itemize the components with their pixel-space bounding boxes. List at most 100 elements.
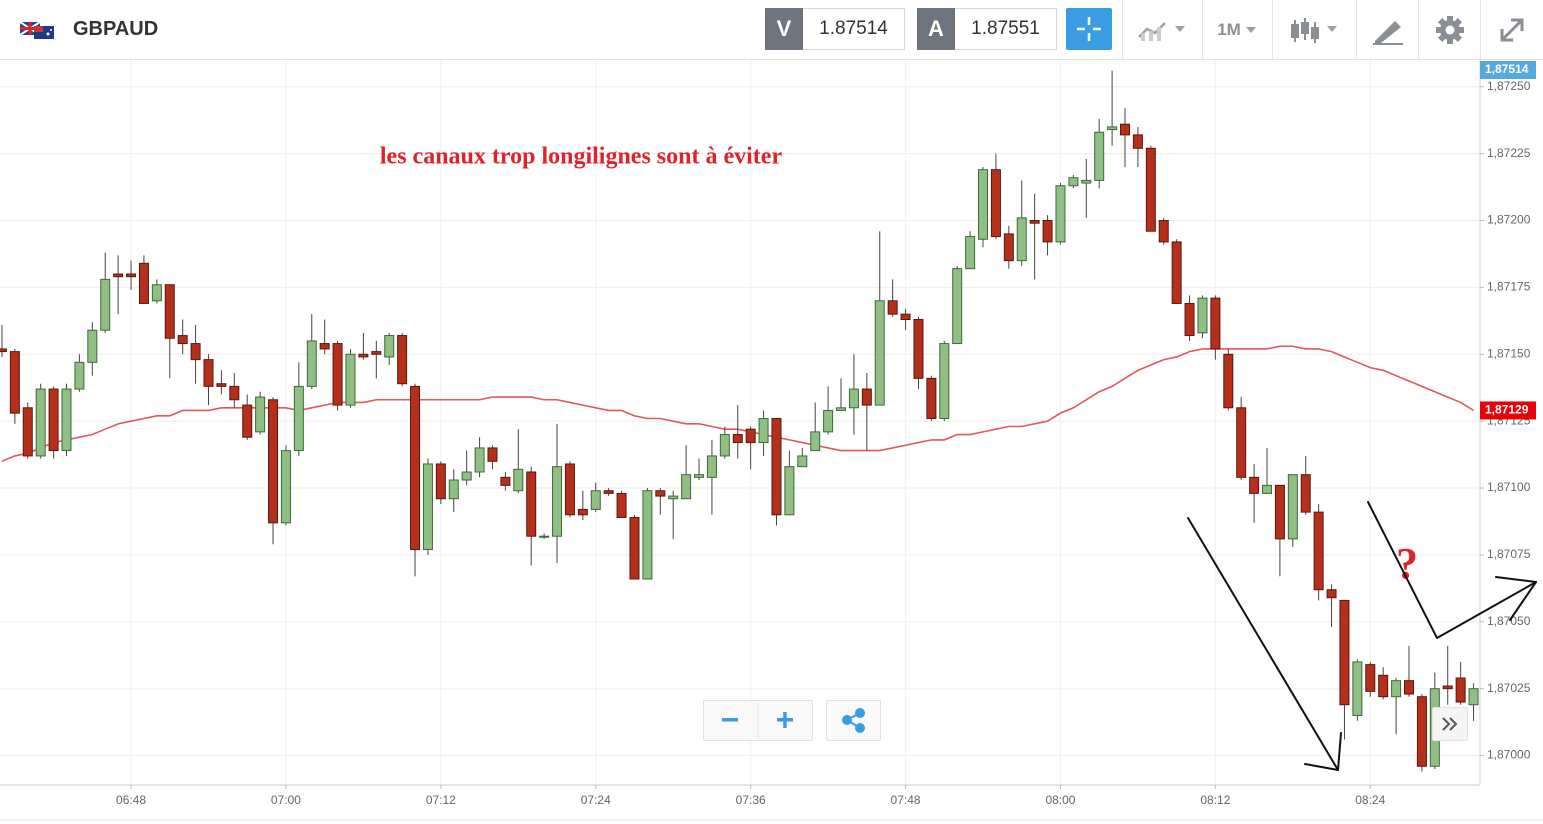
- candle-body: [1404, 680, 1415, 695]
- zoom-in-button[interactable]: [777, 712, 793, 728]
- candle-body: [655, 490, 666, 497]
- arrow-line: [1187, 517, 1339, 771]
- y-tick-label: 1,87225: [1487, 146, 1531, 160]
- last-price-label: 1,87514: [1485, 62, 1529, 76]
- candle-body: [177, 335, 188, 345]
- candle-body: [1145, 147, 1156, 232]
- hand-drawn-arrow: [1187, 517, 1342, 771]
- double-chevron-icon: [1442, 717, 1458, 731]
- candle-body: [1003, 233, 1014, 262]
- candle-body: [1197, 297, 1208, 334]
- candle-body: [74, 361, 85, 390]
- candle-body: [552, 466, 563, 537]
- fullscreen-button[interactable]: [1480, 0, 1543, 59]
- candle-body: [784, 466, 795, 516]
- crosshair-icon: [1077, 17, 1101, 41]
- timeframe-button[interactable]: 1M: [1202, 0, 1272, 59]
- candle-body: [1107, 126, 1118, 131]
- candle-body: [1416, 696, 1427, 767]
- candle-body: [1287, 474, 1298, 540]
- share-button[interactable]: [826, 700, 881, 741]
- gear-icon: [1435, 15, 1464, 44]
- candle-body: [242, 404, 253, 438]
- candle-body: [1326, 589, 1337, 599]
- candle-body: [1068, 177, 1079, 187]
- candle-body: [823, 409, 834, 433]
- candle-body: [1339, 599, 1350, 706]
- candle-body: [913, 319, 924, 379]
- candle-body: [952, 268, 963, 345]
- bid-price[interactable]: 1.87514: [803, 8, 905, 50]
- candle-body: [965, 236, 976, 270]
- candle-body: [1132, 134, 1143, 149]
- candle-body: [280, 450, 291, 524]
- settings-button[interactable]: [1418, 0, 1480, 59]
- candle-type-button[interactable]: [1272, 0, 1356, 59]
- candle-body: [61, 388, 72, 452]
- candle-body: [190, 343, 201, 361]
- candle-body: [745, 428, 756, 444]
- candle-body: [1262, 484, 1273, 494]
- flag-icon: [20, 21, 54, 39]
- candle-body: [164, 284, 175, 339]
- candle-body: [1094, 131, 1105, 181]
- crosshair-button[interactable]: [1066, 8, 1112, 50]
- candle-body: [500, 476, 511, 486]
- candle-body: [397, 335, 408, 385]
- candle-body: [706, 455, 717, 478]
- candle-body: [668, 495, 679, 500]
- candle-body: [1300, 474, 1311, 513]
- candle-body: [410, 385, 421, 551]
- zoom-out-button[interactable]: [722, 718, 738, 722]
- candle-body: [900, 313, 911, 321]
- candle-body: [151, 284, 162, 302]
- candle-body: [694, 474, 705, 478]
- candle-body: [100, 278, 111, 331]
- candle-body: [9, 351, 20, 414]
- label-layer: 1,87129 1,87514: [1480, 61, 1536, 420]
- candle-body: [1442, 685, 1453, 690]
- arrow-head: [1495, 576, 1537, 621]
- candle-icon: [1290, 17, 1337, 43]
- candle-body: [306, 340, 317, 387]
- candle-body: [836, 407, 847, 411]
- candle-body: [345, 353, 356, 406]
- candle-body: [603, 490, 614, 494]
- x-tick-label: 08:00: [1045, 793, 1075, 807]
- candle-body: [1223, 353, 1234, 409]
- share-icon: [842, 708, 865, 733]
- candle-body: [1029, 220, 1040, 224]
- chart-type-button[interactable]: [1122, 0, 1202, 59]
- ma-price-box: [1480, 401, 1536, 420]
- candle-body: [732, 434, 743, 444]
- candle-body: [126, 273, 137, 278]
- annotation: ?: [1396, 539, 1418, 588]
- y-tick-label: 1,87000: [1487, 748, 1531, 762]
- candle-body: [810, 431, 821, 452]
- ask-label[interactable]: A: [917, 8, 955, 50]
- x-tick-label: 08:12: [1200, 793, 1230, 807]
- bid-label[interactable]: V: [765, 8, 803, 50]
- hand-drawn-arrow: [1367, 501, 1537, 639]
- y-tick-label: 1,87050: [1487, 614, 1531, 628]
- candle-body: [1171, 241, 1182, 304]
- draw-button[interactable]: [1356, 0, 1418, 59]
- candle-body: [216, 383, 227, 387]
- ask-price[interactable]: 1.87551: [955, 8, 1057, 50]
- candle-body: [1274, 484, 1285, 540]
- scroll-latest-button[interactable]: [1432, 707, 1468, 741]
- x-tick-label: 07:36: [736, 793, 766, 807]
- candle-body: [1378, 674, 1389, 698]
- candle-body: [461, 471, 472, 481]
- candle-body: [861, 388, 872, 406]
- candle-body: [1210, 297, 1221, 350]
- candle-body: [1158, 220, 1169, 243]
- candle-body: [616, 492, 627, 518]
- candle-body: [719, 434, 730, 457]
- candle-body: [448, 479, 459, 500]
- candle-body: [539, 535, 550, 538]
- x-tick-label: 08:24: [1355, 793, 1385, 807]
- toolbar: GBPAUD V 1.87514 A 1.87551 1M: [0, 0, 1543, 60]
- x-tick-label: 07:24: [581, 793, 611, 807]
